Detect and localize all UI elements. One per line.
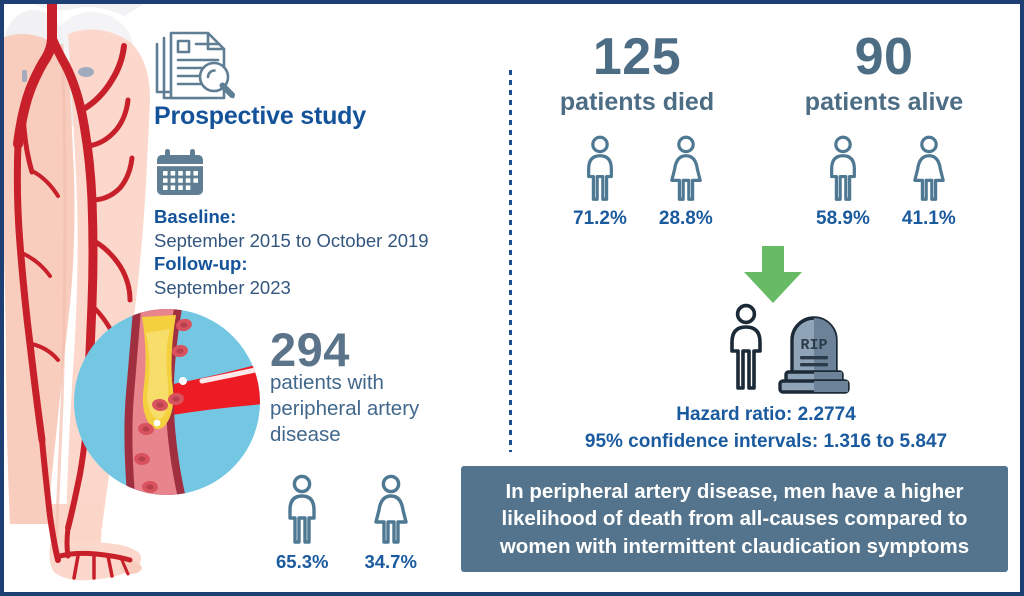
male-figure-icon [829, 135, 856, 201]
alive-female-pct: 41.1% [901, 208, 956, 229]
leg-arteries-illustration [4, 4, 154, 592]
cohort-gender-split: 65.3% 34.7% [276, 474, 417, 573]
death-outcome-icon: RIP [730, 303, 850, 394]
alive-gender-split: 58.9% 41.1% [816, 135, 956, 230]
died-count: 125 [592, 28, 682, 86]
female-figure-icon [374, 474, 408, 544]
hazard-ratio-text: Hazard ratio: 2.2774 [676, 404, 856, 425]
conclusion-text: In peripheral artery disease, men have a… [499, 480, 970, 558]
alive-female: 41.1% [902, 135, 956, 230]
confidence-intervals-text: 95% confidence intervals: 1.316 to 5.847 [584, 430, 948, 452]
died-female-pct: 28.8% [658, 208, 713, 229]
hazard-statistics: Hazard ratio: 2.2774 95% confidence inte… [511, 402, 1020, 456]
died-male-pct: 71.2% [573, 208, 627, 229]
female-figure-icon [913, 135, 945, 201]
died-gender-split: 71.2% 28.8% [573, 135, 713, 230]
down-arrow-icon [744, 246, 802, 303]
died-male: 71.2% [573, 135, 627, 230]
cohort-female-pct: 34.7% [364, 551, 417, 572]
conclusion-box: In peripheral artery disease, men have a… [461, 466, 1008, 572]
section-divider [509, 70, 512, 452]
cohort-count: 294 [270, 323, 350, 376]
tombstone-rip-text: RIP [800, 337, 827, 354]
cohort-female: 34.7% [364, 474, 417, 573]
document-search-icon [155, 31, 235, 100]
alive-count: 90 [854, 28, 914, 86]
alive-caption: patients alive [804, 88, 964, 116]
baseline-value: September 2015 to October 2019 [154, 229, 429, 251]
followup-label: Follow-up: [154, 253, 248, 275]
alive-male-pct: 58.9% [816, 208, 870, 229]
patients-alive-stat: 90 patients alive [774, 31, 994, 117]
atherosclerosis-artery-closeup [74, 309, 260, 495]
cohort-male: 65.3% [276, 474, 328, 573]
cohort-description: patients with peripheral artery disease [270, 371, 420, 446]
alive-male: 58.9% [816, 135, 870, 230]
baseline-label: Baseline: [154, 206, 237, 227]
study-schedule: Baseline: September 2015 to October 2019… [154, 205, 484, 300]
male-figure-icon [586, 135, 613, 201]
male-figure-icon [288, 474, 316, 544]
calendar-icon [157, 149, 203, 195]
page-title: Prospective study [154, 102, 366, 130]
died-female: 28.8% [659, 135, 713, 230]
patients-died-stat: 125 patients died [527, 31, 747, 117]
female-figure-icon [670, 135, 702, 201]
followup-value: September 2023 [154, 277, 291, 299]
died-caption: patients died [559, 88, 715, 116]
cohort-male-pct: 65.3% [276, 551, 329, 572]
